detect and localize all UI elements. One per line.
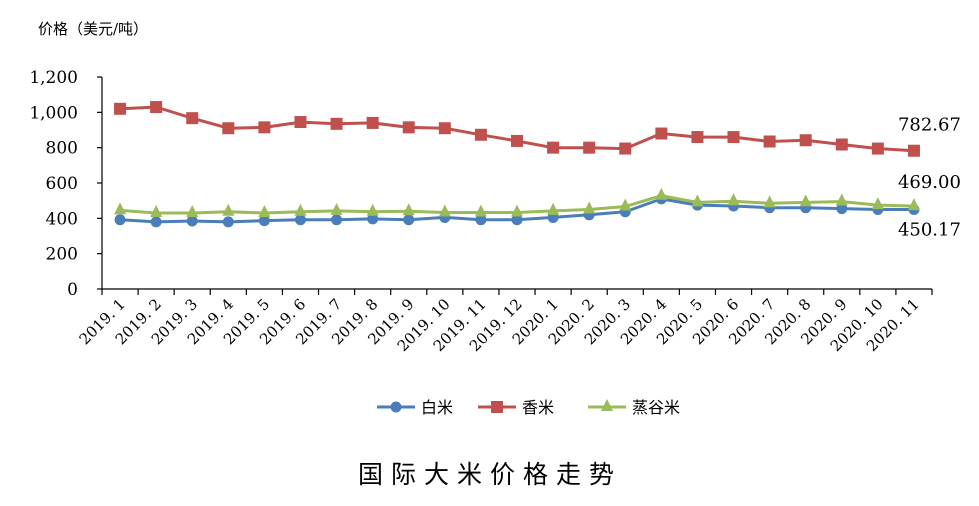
triangle-marker-icon — [547, 202, 560, 215]
circle-marker-icon — [836, 203, 848, 215]
square-marker-icon — [438, 122, 451, 135]
circle-marker-icon — [114, 214, 126, 226]
circle-marker-icon — [403, 214, 415, 226]
triangle-marker-icon — [474, 204, 487, 217]
y-axis: 0 200 400 600 800 1,000 1,200 — [29, 68, 103, 300]
circle-marker-icon — [367, 213, 379, 225]
chart-caption: 国际大米价格走势 — [358, 460, 622, 489]
triangle-marker-icon — [402, 203, 415, 216]
circle-marker-icon — [390, 401, 402, 413]
data-labels: 782.67 469.00 450.17 — [898, 115, 961, 241]
circle-marker-icon — [331, 214, 343, 226]
series-triangle — [114, 187, 920, 218]
data-label: 782.67 — [898, 115, 961, 136]
triangle-marker-icon — [150, 205, 163, 218]
triangle-marker-icon — [438, 204, 451, 217]
square-marker-icon — [907, 144, 920, 157]
square-marker-icon — [474, 128, 487, 141]
square-marker-icon — [619, 142, 632, 155]
triangle-marker-icon — [727, 193, 740, 206]
triangle-marker-icon — [691, 194, 704, 207]
circle-marker-icon — [294, 214, 306, 226]
square-marker-icon — [763, 135, 776, 148]
square-marker-icon — [655, 127, 668, 140]
y-axis-title: 价格（美元/吨） — [38, 20, 148, 38]
triangle-marker-icon — [186, 205, 199, 218]
triangle-marker-icon — [835, 193, 848, 206]
series-square — [114, 101, 920, 157]
square-marker-icon — [366, 116, 379, 129]
legend-item: 蒸谷米 — [588, 398, 680, 417]
triangle-marker-icon — [601, 399, 613, 411]
triangle-marker-icon — [799, 194, 812, 207]
square-marker-icon — [150, 101, 163, 114]
legend-label: 蒸谷米 — [632, 398, 680, 417]
circle-marker-icon — [258, 215, 270, 227]
legend-label: 白米 — [421, 398, 453, 417]
square-marker-icon — [258, 121, 271, 134]
y-tick-label: 400 — [46, 209, 78, 229]
square-marker-icon — [511, 134, 523, 147]
square-marker-icon — [491, 401, 503, 413]
triangle-marker-icon — [222, 203, 235, 216]
triangle-marker-icon — [871, 197, 884, 210]
square-marker-icon — [583, 141, 596, 154]
legend-item: 白米 — [377, 398, 453, 417]
square-marker-icon — [691, 131, 704, 144]
circle-marker-icon — [150, 216, 162, 228]
circle-marker-icon — [511, 214, 523, 226]
circle-marker-icon — [186, 215, 198, 227]
square-marker-icon — [114, 102, 127, 115]
legend-label: 香米 — [522, 398, 554, 417]
legend-item: 香米 — [478, 398, 554, 417]
square-marker-icon — [871, 142, 884, 155]
data-label: 469.00 — [898, 172, 961, 193]
circle-marker-icon — [222, 216, 234, 228]
triangle-marker-icon — [583, 201, 596, 214]
square-marker-icon — [186, 112, 199, 125]
triangle-marker-icon — [619, 198, 632, 211]
y-tick-label: 1,000 — [29, 103, 78, 123]
triangle-marker-icon — [655, 187, 668, 200]
legend: 白米 香米 蒸谷米 — [377, 398, 680, 417]
square-marker-icon — [402, 121, 415, 134]
square-marker-icon — [330, 117, 343, 130]
series-layer — [114, 101, 920, 228]
square-marker-icon — [727, 131, 740, 144]
triangle-marker-icon — [511, 204, 523, 217]
square-marker-icon — [799, 134, 812, 147]
triangle-marker-icon — [366, 203, 379, 216]
triangle-marker-icon — [114, 202, 127, 215]
triangle-marker-icon — [294, 203, 307, 216]
triangle-marker-icon — [907, 198, 920, 211]
square-marker-icon — [294, 116, 307, 129]
triangle-marker-icon — [258, 205, 271, 218]
circle-marker-icon — [475, 214, 487, 226]
triangle-marker-icon — [763, 195, 776, 208]
y-tick-label: 200 — [46, 245, 78, 265]
square-marker-icon — [547, 141, 560, 154]
y-tick-label: 800 — [46, 139, 78, 159]
y-tick-label: 600 — [46, 174, 78, 194]
square-marker-icon — [835, 138, 848, 151]
data-label: 450.17 — [898, 219, 961, 240]
square-marker-icon — [222, 122, 235, 135]
y-tick-label: 0 — [67, 280, 78, 300]
triangle-marker-icon — [330, 202, 343, 215]
y-tick-label: 1,200 — [29, 68, 78, 88]
